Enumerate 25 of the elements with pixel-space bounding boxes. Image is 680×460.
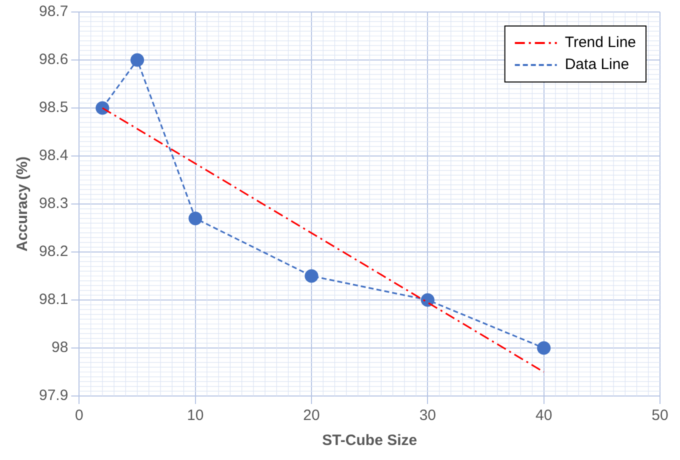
y-tick-label: 98.6	[38, 51, 68, 68]
x-tick-label: 40	[535, 407, 552, 424]
point	[537, 341, 551, 355]
legend-label: Data Line	[564, 56, 630, 74]
y-tick-label: 98.4	[38, 147, 68, 164]
point	[96, 101, 110, 115]
y-tick-label: 98.5	[38, 99, 68, 116]
y-tick-label: 98.2	[38, 243, 68, 260]
legend-label: Trend Line	[564, 34, 636, 52]
x-tick-label: 50	[652, 407, 668, 424]
x-tick-label: 0	[75, 407, 84, 424]
point	[130, 53, 144, 67]
y-tick-label: 98	[52, 339, 68, 356]
point	[188, 212, 202, 226]
x-tick-label: 10	[187, 407, 204, 424]
y-axis-title: Accuracy (%)	[14, 156, 32, 252]
x-tick-label: 20	[303, 407, 320, 424]
point	[420, 293, 434, 307]
x-axis-title: ST-Cube Size	[322, 432, 418, 450]
y-tick-label: 98.7	[38, 3, 68, 20]
x-tick-label: 30	[419, 407, 436, 424]
y-tick-label: 98.3	[38, 195, 68, 212]
y-tick-label: 98.1	[38, 291, 68, 308]
point	[304, 269, 318, 283]
y-tick-label: 97.9	[38, 387, 68, 404]
